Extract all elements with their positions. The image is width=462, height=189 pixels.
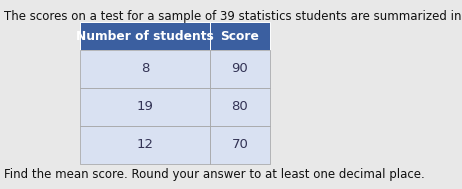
Bar xyxy=(80,126,210,164)
Text: 90: 90 xyxy=(231,63,249,75)
Text: 70: 70 xyxy=(231,139,249,152)
Bar xyxy=(80,88,210,126)
Bar xyxy=(80,22,210,50)
Text: 8: 8 xyxy=(141,63,149,75)
Bar xyxy=(210,22,270,50)
Bar xyxy=(210,50,270,88)
Text: 12: 12 xyxy=(136,139,153,152)
Text: The scores on a test for a sample of 39 statistics students are summarized in th: The scores on a test for a sample of 39 … xyxy=(4,10,462,23)
Text: 19: 19 xyxy=(137,101,153,114)
Text: Number of students: Number of students xyxy=(76,29,214,43)
Text: Find the mean score. Round your answer to at least one decimal place.: Find the mean score. Round your answer t… xyxy=(4,168,425,181)
Bar xyxy=(210,126,270,164)
Bar xyxy=(80,50,210,88)
Text: 80: 80 xyxy=(231,101,249,114)
Text: Score: Score xyxy=(220,29,260,43)
Bar xyxy=(210,88,270,126)
